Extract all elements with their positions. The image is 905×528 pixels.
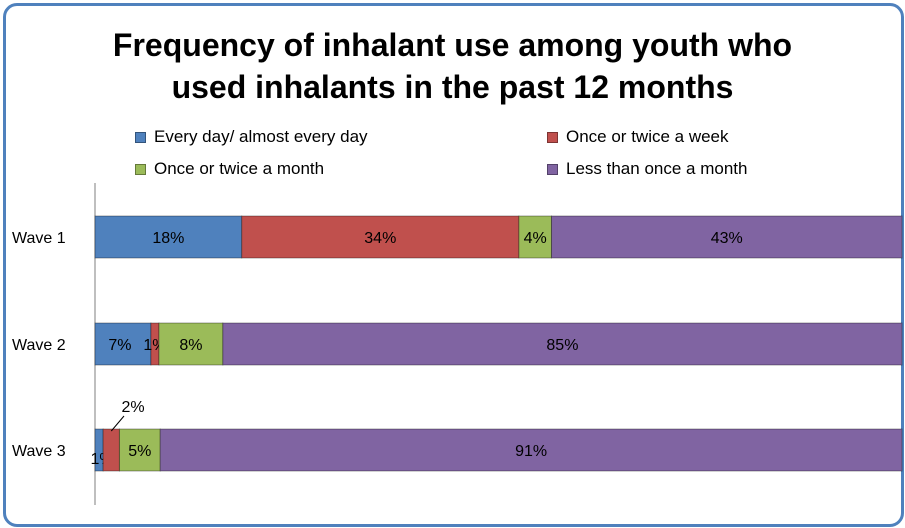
bar-segment-once-month (158, 322, 224, 366)
legend-label-once-month: Once or twice a month (154, 159, 325, 178)
bar-segment-once-week (241, 215, 520, 259)
legend-item-less-than-month: Less than once a month (547, 159, 747, 179)
bar-segment-once-month (118, 428, 161, 472)
bar-segment-less-than-month (222, 322, 903, 366)
chart-title-line-2: used inhalants in the past 12 months (171, 69, 734, 105)
data-label-less-than-month: 85% (546, 337, 578, 354)
bar-segment-less-than-month (159, 428, 903, 472)
legend-swatch-once-month (135, 163, 146, 175)
data-label-once-month: 8% (179, 337, 202, 354)
legend-label-once-week: Once or twice a week (566, 127, 729, 146)
data-label-once-month: 5% (128, 443, 151, 460)
legend-item-once-month: Once or twice a month (135, 159, 324, 179)
data-label-every-day: 7% (108, 337, 131, 354)
legend-swatch-every-day (135, 131, 146, 143)
data-label-once-week: 2% (121, 399, 144, 416)
bar-segment-once-week (102, 428, 120, 472)
data-label-once-month: 4% (524, 230, 547, 247)
legend-item-every-day: Every day/ almost every day (135, 127, 368, 147)
category-label: Wave 1 (12, 230, 66, 247)
data-label-less-than-month: 43% (711, 230, 743, 247)
bar-segment-every-day (94, 322, 152, 366)
data-label-every-day: 18% (152, 230, 184, 247)
category-label: Wave 2 (12, 337, 66, 354)
legend-swatch-once-week (547, 131, 558, 143)
legend-label-every-day: Every day/ almost every day (154, 127, 368, 146)
data-label-less-than-month: 91% (515, 443, 547, 460)
leader-line (110, 415, 125, 432)
category-label: Wave 3 (12, 443, 66, 460)
data-label-once-week: 34% (364, 230, 396, 247)
chart-title-line-1: Frequency of inhalant use among youth wh… (112, 27, 793, 63)
bar-segment-less-than-month (550, 215, 903, 259)
legend-item-once-week: Once or twice a week (547, 127, 729, 147)
bar-segment-once-month (518, 215, 552, 259)
chart-title: Frequency of inhalant use among youth wh… (0, 24, 905, 108)
bar-segment-every-day (94, 215, 243, 259)
legend-label-less-than-month: Less than once a month (566, 159, 748, 178)
legend-swatch-less-than-month (547, 163, 558, 175)
